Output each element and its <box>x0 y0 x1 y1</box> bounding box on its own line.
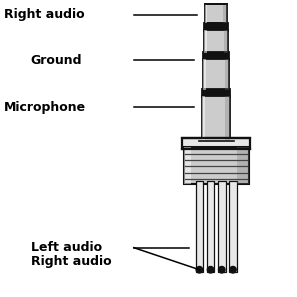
Text: Right audio: Right audio <box>4 8 85 21</box>
Bar <box>196 181 203 272</box>
Bar <box>205 4 227 23</box>
Bar <box>204 30 207 53</box>
Bar <box>207 181 214 272</box>
Circle shape <box>219 266 225 273</box>
Bar <box>203 59 206 90</box>
Bar <box>218 181 226 272</box>
Bar <box>225 96 230 140</box>
Circle shape <box>207 266 214 273</box>
Bar <box>203 59 229 90</box>
Circle shape <box>230 266 236 273</box>
Bar <box>204 30 228 53</box>
Bar <box>202 89 230 97</box>
Bar <box>224 30 228 53</box>
Bar <box>182 138 250 148</box>
Text: Microphone: Microphone <box>4 101 86 114</box>
Bar <box>202 96 206 140</box>
Circle shape <box>196 266 203 273</box>
Bar <box>202 96 230 140</box>
Bar <box>225 59 229 90</box>
Bar <box>203 52 229 60</box>
Bar <box>184 147 191 184</box>
Text: Ground: Ground <box>31 54 82 67</box>
Text: Right audio: Right audio <box>31 255 111 268</box>
Text: Left audio: Left audio <box>31 241 102 254</box>
Bar <box>205 4 207 23</box>
Bar <box>229 181 237 272</box>
Bar <box>237 147 249 184</box>
Bar <box>204 23 228 31</box>
Bar <box>223 4 227 23</box>
Bar <box>184 147 249 184</box>
